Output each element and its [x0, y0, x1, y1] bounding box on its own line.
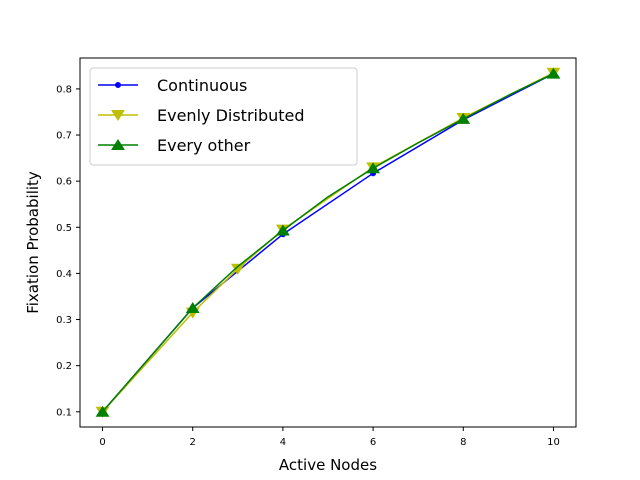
data-point [185, 301, 200, 313]
y-tick-label: 0.1 [56, 407, 72, 418]
data-point [95, 405, 110, 417]
legend-label: Continuous [157, 76, 247, 95]
series-2 [95, 67, 561, 417]
y-tick-label: 0.3 [56, 315, 72, 326]
legend-marker [111, 110, 125, 122]
y-axis-label: Fixation Probability [24, 171, 42, 314]
data-point [456, 112, 471, 124]
x-axis-ticks: 0 2 4 6 8 10 [99, 427, 560, 448]
y-tick-label: 0.6 [56, 177, 72, 188]
data-point [276, 224, 290, 236]
y-tick-label: 0.7 [56, 131, 72, 142]
x-tick-label: 4 [280, 437, 286, 448]
x-tick-label: 6 [370, 437, 376, 448]
legend-entry: Continuous [98, 76, 247, 95]
plot-frame [79, 57, 577, 428]
legend-label: Every other [157, 136, 251, 155]
y-tick-label: 0.2 [56, 361, 72, 372]
series-line [101, 73, 554, 413]
y-tick-label: 0.8 [56, 84, 72, 95]
y-axis-ticks: 0.1 0.2 0.3 0.4 0.5 0.6 0.7 0.8 [56, 84, 80, 418]
data-point [546, 67, 561, 79]
legend-entry: Evenly Distributed [98, 106, 305, 125]
data-point [366, 162, 380, 174]
x-tick-label: 10 [547, 437, 560, 448]
x-axis-label: Active Nodes [279, 456, 377, 474]
legend-entry: Every other [98, 136, 251, 155]
series-layer [95, 67, 561, 418]
x-tick-label: 0 [99, 437, 105, 448]
legend-label: Evenly Distributed [157, 106, 305, 125]
x-tick-label: 8 [460, 437, 466, 448]
legend-frame [89, 67, 358, 166]
y-tick-label: 0.4 [56, 269, 72, 280]
legend-marker [115, 82, 121, 88]
legend: Continuous Evenly Distributed Every other [89, 67, 358, 166]
y-tick-label: 0.5 [56, 223, 72, 234]
legend-marker [111, 138, 125, 150]
x-tick-label: 2 [190, 437, 196, 448]
